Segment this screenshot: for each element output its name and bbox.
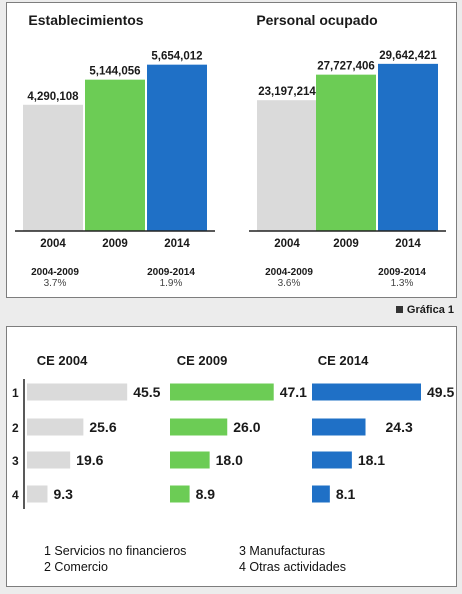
- personal-tick-label-2014: 2014: [395, 238, 421, 250]
- sector-share-bar-charts: 1 2 3 4 CE 2004 45.5 25.6 19.6 9.3 CE 2009 47.1 26.…: [12, 353, 454, 509]
- establecimientos-growth-period-0: 2004-2009: [31, 267, 79, 278]
- hbar-2-1: [312, 383, 421, 401]
- row-label-1: 1: [12, 386, 19, 400]
- personal-value-label-2009: 27,727,406: [317, 61, 375, 73]
- series-title-0: CE 2004: [37, 353, 88, 368]
- establecimientos-growth-period-1: 2009-2014: [147, 267, 195, 278]
- legend-column-right: 3 Manufacturas 4 Otras actividades: [239, 543, 346, 575]
- hbar-value-label-2-2: 24.3: [386, 419, 413, 435]
- hbar-2-4: [312, 485, 330, 503]
- hbar-value-label-2-4: 8.1: [336, 486, 356, 502]
- personal-growth-rate-1: 1.3%: [391, 278, 414, 289]
- hbar-0-4: [27, 485, 48, 503]
- personal-bar-2004: [257, 100, 317, 232]
- establecimientos-tick-label-2014: 2014: [164, 238, 190, 250]
- series-title-1: CE 2009: [177, 353, 228, 368]
- hbar-2-3: [312, 451, 352, 469]
- personal-value-label-2004: 23,197,214: [258, 86, 316, 98]
- hbar-2-2: [312, 418, 366, 436]
- hbar-value-label-1-4: 8.9: [196, 486, 216, 502]
- hbar-value-label-1-2: 26.0: [233, 419, 260, 435]
- hbar-0-1: [27, 383, 128, 401]
- establecimientos-value-label-2014: 5,654,012: [151, 51, 202, 63]
- legend-item-4: 4 Otras actividades: [239, 560, 346, 574]
- establecimientos-tick-label-2004: 2004: [40, 238, 66, 250]
- series-title-2: CE 2014: [318, 353, 369, 368]
- establecimientos-bar-2014: [147, 64, 207, 231]
- legend-column-left: 1 Servicios no financieros 2 Comercio: [44, 543, 186, 575]
- legend-item-2: 2 Comercio: [44, 560, 108, 574]
- hbar-1-2: [170, 418, 228, 436]
- legend-item-1: 1 Servicios no financieros: [44, 544, 187, 558]
- personal-tick-label-2004: 2004: [274, 238, 300, 250]
- row-label-4: 4: [12, 488, 19, 502]
- personal-growth-period-0: 2004-2009: [265, 267, 313, 278]
- hbar-value-label-0-1: 45.5: [133, 384, 160, 400]
- sector-share-panel: 1 2 3 4 CE 2004 45.5 25.6 19.6 9.3 CE 2009 47.1 26.…: [6, 326, 457, 587]
- hbar-value-label-0-4: 9.3: [53, 486, 73, 502]
- growth-chart-panel: Establecimientos 4,290,108 2004 5,144,056 20…: [6, 2, 457, 298]
- growth-bar-charts: Establecimientos 4,290,108 2004 5,144,056 20…: [15, 12, 446, 289]
- legend-item-3: 3 Manufacturas: [239, 544, 326, 558]
- personal-growth-rate-0: 3.6%: [278, 278, 301, 289]
- establecimientos-value-label-2009: 5,144,056: [89, 66, 140, 78]
- personal-growth-period-1: 2009-2014: [378, 267, 426, 278]
- establecimientos-tick-label-2009: 2009: [102, 238, 128, 250]
- personal-bar-2009: [316, 74, 376, 231]
- hbar-value-label-0-2: 25.6: [89, 419, 116, 435]
- hbar-0-3: [27, 451, 71, 469]
- personal-value-label-2014: 29,642,421: [379, 50, 437, 62]
- hbar-value-label-2-1: 49.5: [427, 384, 454, 400]
- hbar-0-2: [27, 418, 84, 436]
- hbar-value-label-2-3: 18.1: [358, 452, 385, 468]
- establecimientos-chart-title: Establecimientos: [28, 12, 143, 28]
- establecimientos-growth-rate-1: 1.9%: [160, 278, 183, 289]
- establecimientos-bar-2009: [85, 79, 145, 231]
- figure-caption: Gráfica 1: [395, 304, 454, 316]
- hbar-value-label-1-1: 47.1: [280, 384, 307, 400]
- caption-text: Gráfica 1: [406, 304, 454, 316]
- row-label-2: 2: [12, 421, 19, 435]
- personal-chart-title: Personal ocupado: [256, 12, 377, 28]
- hbar-1-3: [170, 451, 210, 469]
- personal-tick-label-2009: 2009: [333, 238, 359, 250]
- hbar-value-label-0-3: 19.6: [76, 452, 103, 468]
- personal-bar-2014: [378, 63, 438, 231]
- row-label-3: 3: [12, 454, 19, 468]
- hbar-value-label-1-3: 18.0: [216, 452, 243, 468]
- hbar-1-4: [170, 485, 190, 503]
- caption-square-icon: [395, 306, 403, 313]
- establecimientos-growth-rate-0: 3.7%: [44, 278, 67, 289]
- establecimientos-value-label-2004: 4,290,108: [27, 91, 79, 103]
- hbar-1-1: [170, 383, 274, 401]
- establecimientos-bar-2004: [23, 104, 83, 231]
